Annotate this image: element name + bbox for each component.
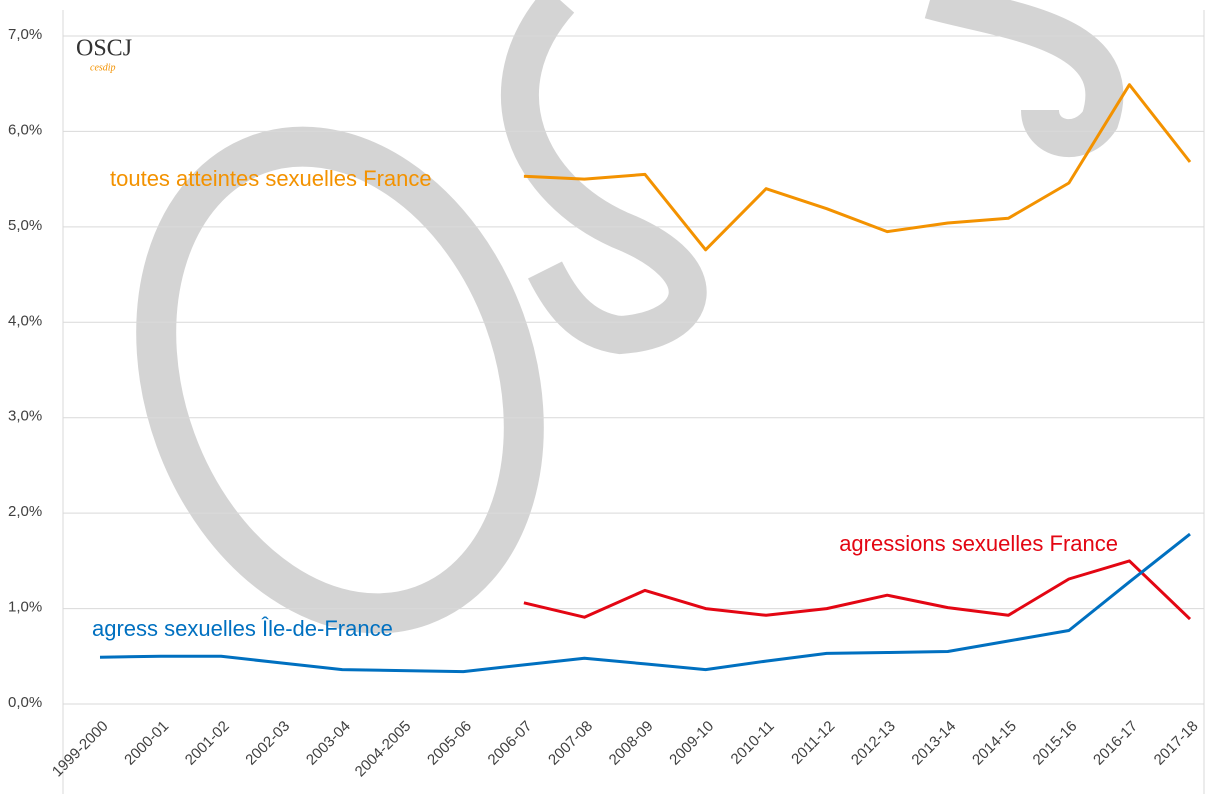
x-tick-label: 2006-07: [485, 718, 536, 769]
series-line: [524, 561, 1190, 619]
logo-sub: cesdip: [90, 62, 116, 73]
x-tick-label: 2011-12: [788, 718, 838, 768]
series-label: agress sexuelles Île-de-France: [92, 616, 393, 641]
x-tick-label: 2003-04: [303, 718, 354, 769]
watermark: [93, 0, 1104, 665]
y-tick-label: 0,0%: [8, 694, 42, 711]
chart: OSCJ cesdip 0,0% 1,0% 2,0% 3,0% 4,0% 5,0% 6,0%…: [0, 0, 1205, 794]
x-tick-label: 2005-06: [424, 718, 475, 769]
series-label: agressions sexuelles France: [839, 531, 1118, 556]
y-tick-label: 4,0%: [8, 312, 42, 329]
x-tick-label: 2013-14: [908, 718, 959, 769]
x-tick-label: 2000-01: [121, 718, 172, 769]
x-tick-label: 2010-11: [728, 718, 778, 768]
y-tick-label: 2,0%: [8, 503, 42, 520]
y-tick-label: 5,0%: [8, 217, 42, 234]
y-tick-label: 6,0%: [8, 121, 42, 138]
x-tick-label: 2009-10: [666, 718, 717, 769]
x-tick-label: 2016-17: [1090, 718, 1141, 769]
logo: OSCJ: [76, 36, 132, 62]
x-tick-label: 2015-16: [1030, 718, 1081, 769]
y-tick-label: 7,0%: [8, 26, 42, 43]
y-tick-label: 1,0%: [8, 599, 42, 616]
x-tick-label: 2007-08: [545, 718, 596, 769]
x-tick-label: 2008-09: [606, 718, 657, 769]
x-tick-label: 2001-02: [182, 718, 233, 769]
y-tick-label: 3,0%: [8, 408, 42, 425]
x-tick-label: 2002-03: [242, 718, 293, 769]
x-tick-label: 2017-18: [1151, 718, 1202, 769]
x-tick-label: 1999-2000: [49, 718, 112, 781]
x-tick-label: 2014-15: [969, 718, 1020, 769]
x-tick-label: 2012-13: [848, 718, 899, 769]
x-tick-label: 2004-2005: [352, 718, 415, 781]
series-label: toutes atteintes sexuelles France: [110, 166, 432, 191]
